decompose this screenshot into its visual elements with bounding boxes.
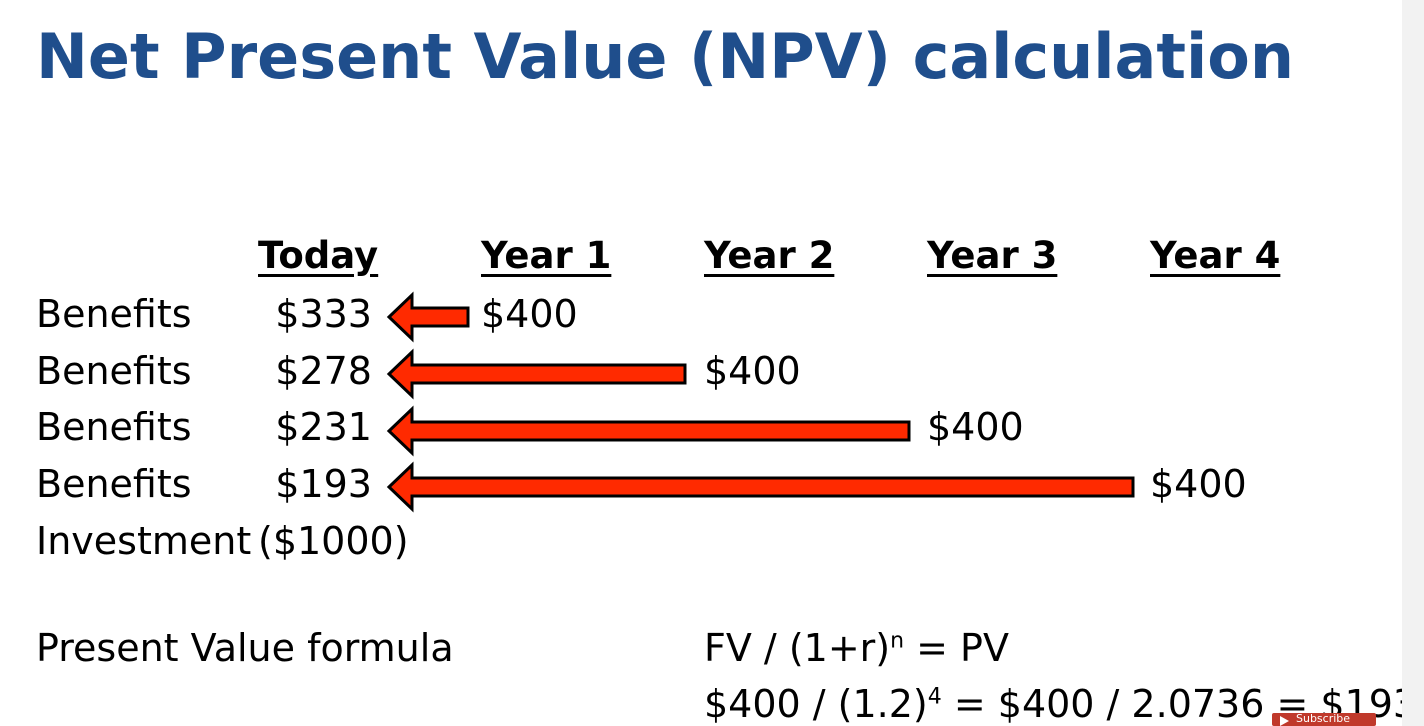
row-label-benefits-1: Benefits xyxy=(36,292,192,336)
investment-value: ($1000) xyxy=(258,519,409,563)
investment-label: Investment xyxy=(36,519,252,563)
formula-general-right: = PV xyxy=(904,626,1009,670)
discount-arrow-4 xyxy=(386,461,1135,513)
slide-title: Net Present Value (NPV) calculation xyxy=(36,20,1295,93)
play-icon xyxy=(1280,716,1289,726)
formula-general-exponent: n xyxy=(890,628,905,654)
subscribe-label: Subscribe xyxy=(1296,713,1351,725)
row-label-benefits-2: Benefits xyxy=(36,349,192,393)
future-value-2: $400 xyxy=(704,349,801,393)
formula-example-left: $400 / (1.2) xyxy=(704,682,928,726)
discount-arrow-2 xyxy=(386,348,687,400)
discount-arrow-3 xyxy=(386,405,911,457)
column-header-year-2: Year 2 xyxy=(704,234,835,277)
column-header-year-3: Year 3 xyxy=(927,234,1058,277)
window-edge-strip xyxy=(1402,0,1424,726)
formula-general: FV / (1+r)n = PV xyxy=(704,626,1009,670)
future-value-4: $400 xyxy=(1150,462,1247,506)
discount-arrow-1 xyxy=(386,291,470,343)
formula-example-exponent: 4 xyxy=(927,684,942,710)
future-value-1: $400 xyxy=(481,292,578,336)
future-value-3: $400 xyxy=(927,405,1024,449)
column-header-year-1: Year 1 xyxy=(481,234,612,277)
formula-general-left: FV / (1+r) xyxy=(704,626,891,670)
present-value-2: $278 xyxy=(275,349,372,393)
column-header-today: Today xyxy=(258,234,379,277)
row-label-benefits-3: Benefits xyxy=(36,405,192,449)
row-label-benefits-4: Benefits xyxy=(36,462,192,506)
formula-label: Present Value formula xyxy=(36,626,454,670)
present-value-1: $333 xyxy=(275,292,372,336)
column-header-year-4: Year 4 xyxy=(1150,234,1281,277)
present-value-4: $193 xyxy=(275,462,372,506)
present-value-3: $231 xyxy=(275,405,372,449)
subscribe-badge[interactable]: Subscribe xyxy=(1272,713,1376,726)
formula-example: $400 / (1.2)4 = $400 / 2.0736 = $193 xyxy=(704,682,1417,726)
